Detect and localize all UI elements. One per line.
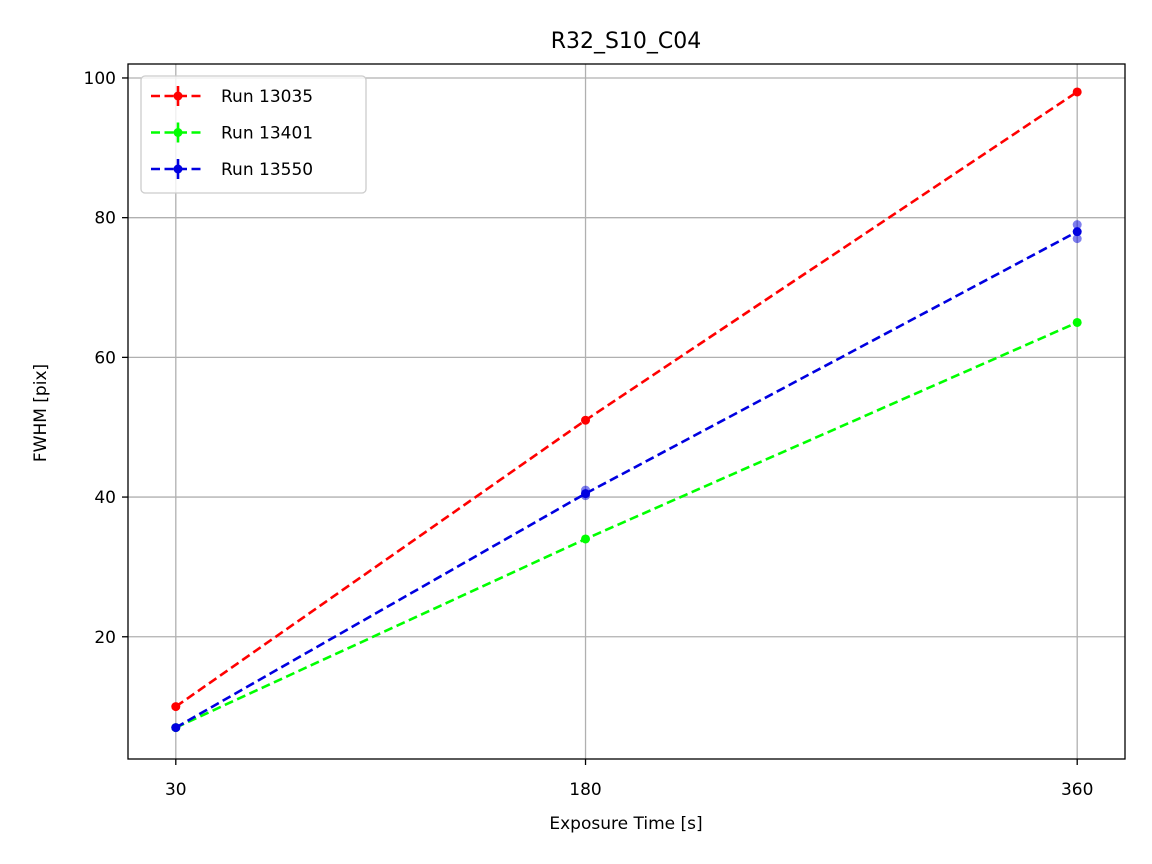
legend-label: Run 13550 [221, 160, 313, 180]
series-point [171, 702, 181, 712]
y-tick-label: 60 [94, 348, 116, 368]
legend-marker [173, 164, 183, 174]
legend-entry: Run 13550 [151, 159, 313, 180]
legend-entry: Run 13401 [151, 122, 313, 144]
ticks: 30 180 360 20 40 60 80 100 [84, 69, 1094, 800]
series-point [1072, 227, 1082, 237]
series-point [1072, 317, 1082, 327]
plot-frame [127, 63, 1126, 760]
legend-box [140, 75, 367, 194]
legend-label: Run 13035 [221, 87, 313, 107]
series-point [581, 489, 591, 499]
series-point [581, 415, 591, 425]
y-tick-label: 80 [94, 209, 116, 229]
chart-title: R32_S10_C04 [551, 29, 702, 54]
y-tick-label: 40 [94, 488, 116, 508]
series-point [171, 723, 181, 733]
legend-entry: Run 13035 [151, 86, 313, 107]
series-point [1072, 87, 1082, 97]
series-point [581, 534, 591, 544]
y-axis-label: FWHM [pix] [31, 364, 51, 462]
x-axis-label: Exposure Time [s] [549, 814, 702, 834]
x-tick-label: 30 [165, 780, 187, 800]
legend-marker [173, 91, 183, 101]
y-tick-label: 20 [94, 628, 116, 648]
series-extra-point [1072, 220, 1082, 230]
legend: Run 13035 Run 13401 Run 13550 [140, 75, 367, 194]
y-tick-label: 100 [84, 69, 116, 89]
series-layer [171, 87, 1082, 733]
series-extra-point [1072, 234, 1082, 244]
series-3 [171, 220, 1082, 733]
series-1 [171, 87, 1082, 712]
x-tick-label: 360 [1061, 780, 1093, 800]
series-line [175, 230, 1078, 729]
legend-marker [173, 128, 183, 137]
x-tick-label: 180 [569, 780, 601, 800]
legend-label: Run 13401 [221, 124, 313, 144]
